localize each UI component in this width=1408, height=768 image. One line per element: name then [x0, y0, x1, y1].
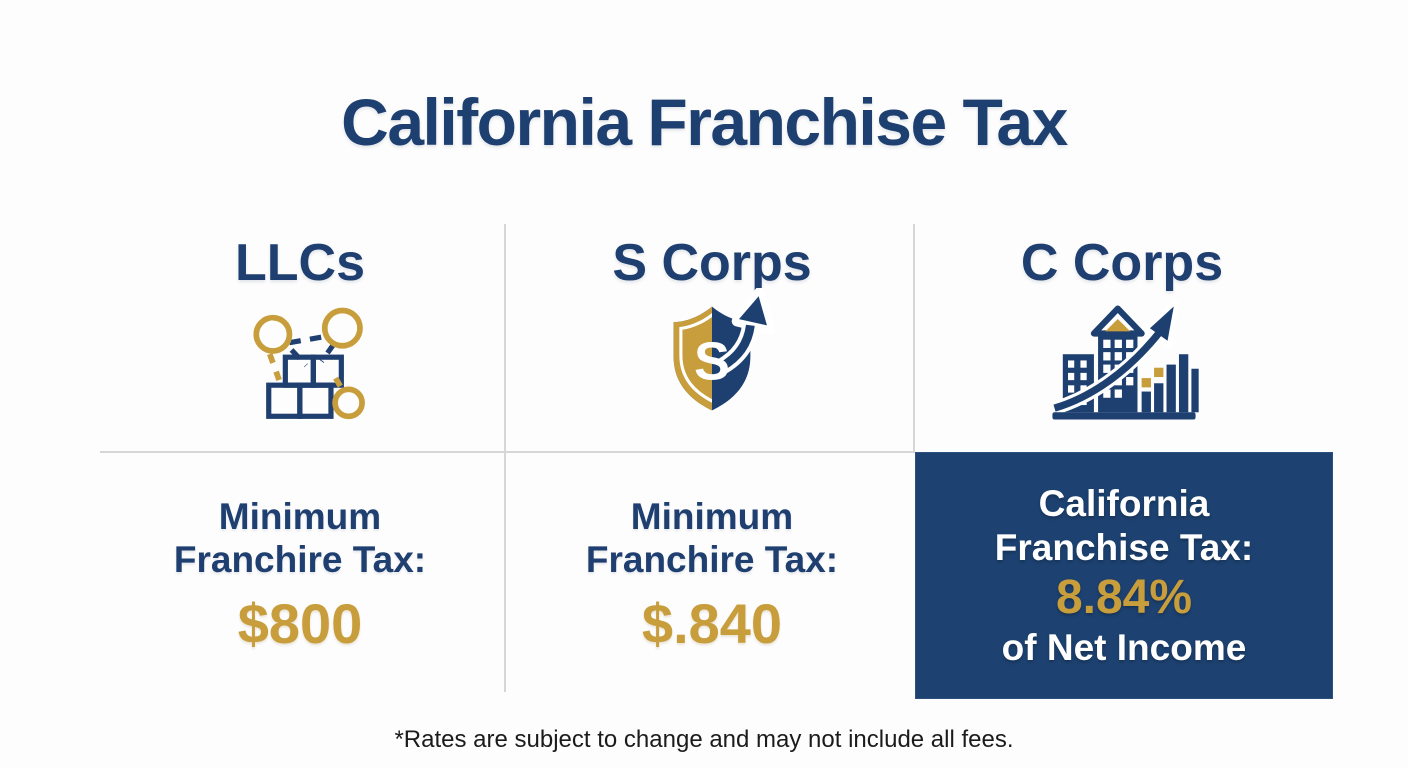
column-header-s-corps: S Corps [612, 234, 812, 293]
c-corp-tax-panel: California Franchise Tax: 8.84% of Net I… [915, 452, 1333, 699]
llc-tax-cell: Minimum Franchire Tax: $800 [100, 495, 500, 656]
c-corp-tax-label-line1: California [1038, 482, 1210, 524]
horizontal-divider [100, 451, 915, 453]
llc-tax-label-line2: Franchire Tax: [173, 539, 427, 580]
s-corp-tax-cell: Minimum Franchire Tax: $.840 [512, 495, 912, 656]
s-corp-tax-label-line1: Minimum [630, 496, 794, 537]
vertical-divider-left [504, 224, 506, 692]
llc-tax-label-line1: Minimum [218, 496, 382, 537]
s-corp-tax-value: $.840 [641, 592, 783, 655]
c-corp-tax-label-line2: Franchise Tax: [994, 526, 1254, 568]
svg-text:S: S [694, 331, 730, 391]
page-title: California Franchise Tax [341, 85, 1068, 160]
buildings-growth-chart-icon [1046, 292, 1202, 432]
c-corp-tax-value-suffix: of Net Income [1001, 626, 1247, 668]
rates-disclaimer: *Rates are subject to change and may not… [394, 726, 1014, 753]
column-header-c-corps: C Corps [1020, 234, 1224, 293]
llc-tax-value: $800 [237, 592, 363, 655]
vertical-divider-right [913, 224, 915, 452]
blocks-network-icon [226, 296, 382, 436]
shield-s-arrow-icon: S [634, 288, 790, 428]
column-header-llcs: LLCs [235, 234, 365, 293]
c-corp-tax-value: 8.84% [1055, 570, 1193, 624]
s-corp-tax-label-line2: Franchire Tax: [585, 539, 839, 580]
